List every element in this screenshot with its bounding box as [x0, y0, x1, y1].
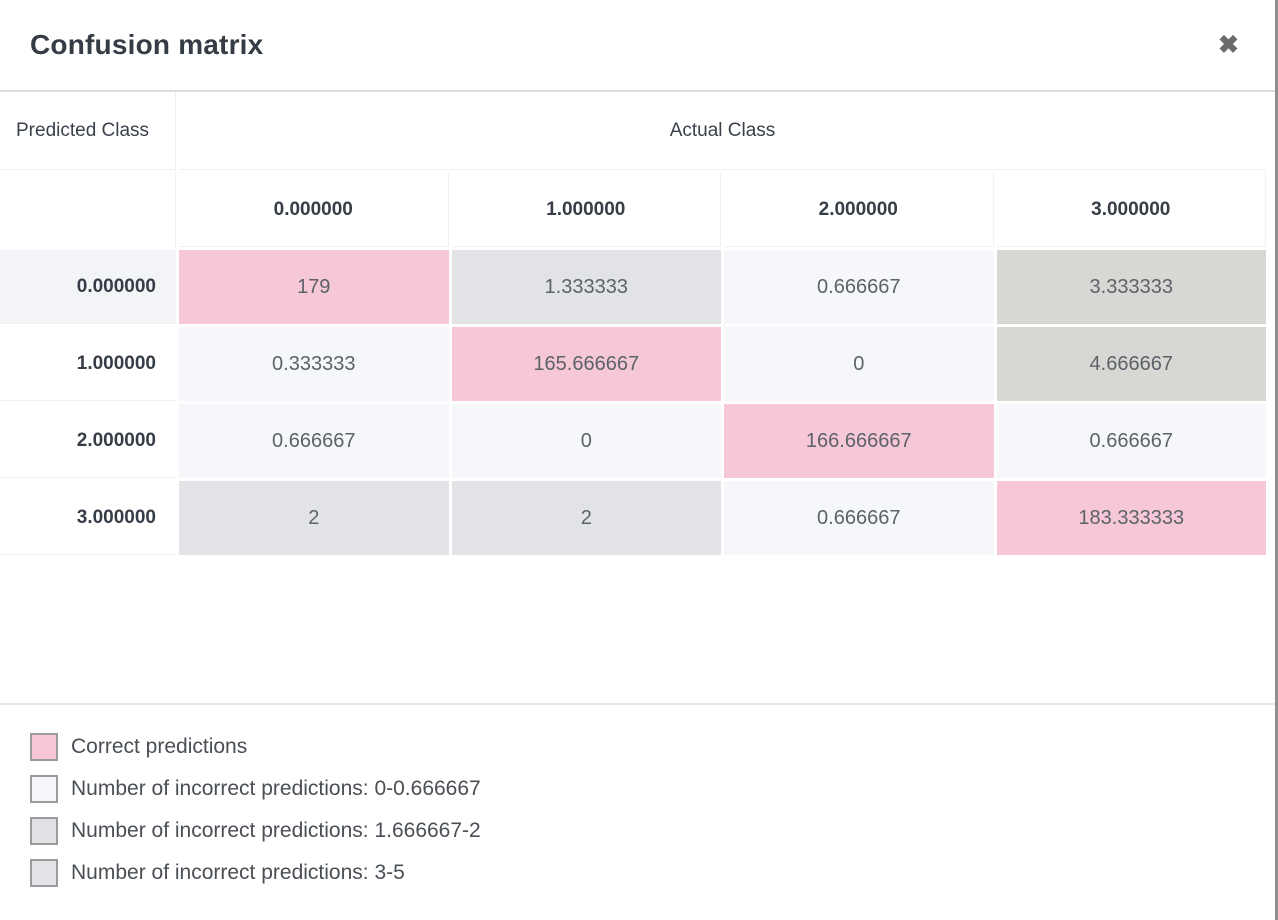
incorrect-mid-swatch-icon: [30, 817, 58, 845]
matrix-cell: 0.333333: [179, 327, 449, 401]
col-header: 0.000000: [179, 173, 449, 247]
legend-item-label: Correct predictions: [71, 735, 248, 758]
row-axis-label: Predicted Class: [0, 92, 176, 170]
matrix-cell: 166.666667: [724, 404, 994, 478]
legend-item: Number of incorrect predictions: 1.66666…: [30, 817, 1275, 845]
col-header: 3.000000: [996, 173, 1266, 247]
legend-item: Number of incorrect predictions: 0-0.666…: [30, 775, 1275, 803]
matrix-cell: 165.666667: [451, 327, 721, 401]
dialog-header: Confusion matrix ✖: [0, 0, 1275, 92]
row-header: 3.000000: [0, 481, 176, 555]
incorrect-low-swatch-icon: [30, 775, 58, 803]
confusion-matrix-table: Predicted Class Actual Class 0.000000 1.…: [0, 92, 1266, 555]
matrix-cell: 4.666667: [996, 327, 1266, 401]
row-header: 2.000000: [0, 404, 176, 478]
matrix-cell: 179: [179, 250, 449, 324]
legend: Correct predictions Number of incorrect …: [0, 705, 1275, 887]
matrix-cell: 0: [451, 404, 721, 478]
col-header: 2.000000: [724, 173, 994, 247]
matrix-cell: 0: [724, 327, 994, 401]
matrix-cell: 0.666667: [724, 481, 994, 555]
col-axis-label: Actual Class: [179, 92, 1266, 170]
corner-cell: [0, 173, 176, 247]
matrix-cell: 0.666667: [996, 404, 1266, 478]
matrix-cell: 2: [451, 481, 721, 555]
page-title: Confusion matrix: [30, 29, 264, 60]
incorrect-high-swatch-icon: [30, 859, 58, 887]
row-header: 0.000000: [0, 250, 176, 324]
correct-predictions-swatch-icon: [30, 733, 58, 761]
legend-item-label: Number of incorrect predictions: 0-0.666…: [71, 777, 481, 800]
matrix-cell: 183.333333: [996, 481, 1266, 555]
matrix-cell: 1.333333: [451, 250, 721, 324]
legend-item: Number of incorrect predictions: 3-5: [30, 859, 1275, 887]
matrix-cell: 0.666667: [179, 404, 449, 478]
row-header: 1.000000: [0, 327, 176, 401]
close-icon[interactable]: ✖: [1218, 30, 1239, 59]
legend-item-label: Number of incorrect predictions: 1.66666…: [71, 819, 481, 842]
legend-divider: [0, 703, 1275, 705]
legend-item-label: Number of incorrect predictions: 3-5: [71, 861, 405, 884]
col-header: 1.000000: [451, 173, 721, 247]
legend-item: Correct predictions: [30, 733, 1275, 761]
matrix-cell: 2: [179, 481, 449, 555]
matrix-cell: 3.333333: [996, 250, 1266, 324]
matrix-cell: 0.666667: [724, 250, 994, 324]
